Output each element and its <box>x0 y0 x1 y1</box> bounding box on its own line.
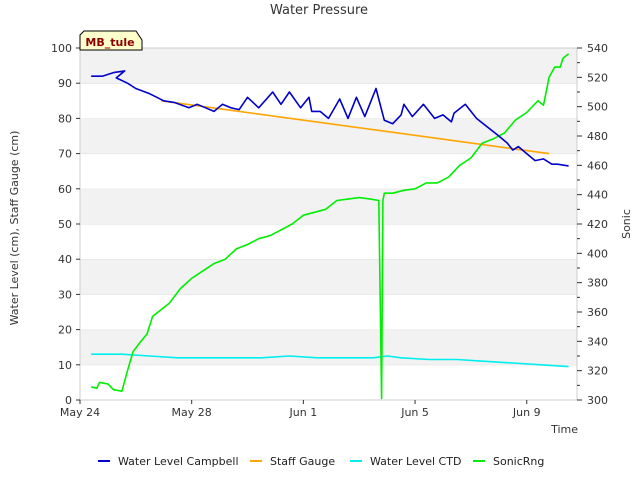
series-layer <box>90 53 570 400</box>
grid-band <box>80 364 577 400</box>
series-line-sonicrng <box>90 53 570 400</box>
grid-band <box>80 83 577 119</box>
left-tick-label: 50 <box>58 218 72 231</box>
left-tick-label: 80 <box>58 112 72 125</box>
right-tick-label: 480 <box>587 130 608 143</box>
left-tick-label: 100 <box>51 42 72 55</box>
grid-bands <box>80 47 577 400</box>
x-axis-label: Time <box>550 423 578 436</box>
legend-label: SonicRng <box>493 455 544 468</box>
left-tick-label: 60 <box>58 183 72 196</box>
right-tick-label: 380 <box>587 277 608 290</box>
x-tick-label: May 24 <box>60 406 100 419</box>
right-tick-label: 540 <box>587 42 608 55</box>
site-label-background <box>79 30 143 51</box>
grid-band <box>80 153 577 189</box>
right-axis: 300 320 340 360 380 400 420 440 460 480 500 520 540 <box>577 42 608 407</box>
right-tick-label: 340 <box>587 335 608 348</box>
legend-label: Water Level CTD <box>370 455 461 468</box>
left-tick-label: 10 <box>58 359 72 372</box>
right-tick-label: 320 <box>587 365 608 378</box>
right-tick-label: 440 <box>587 189 608 202</box>
right-tick-label: 300 <box>587 394 608 407</box>
left-axis: 0 10 20 30 40 50 60 70 80 90 100 <box>51 42 80 407</box>
left-tick-label: 30 <box>58 288 72 301</box>
grid-band <box>80 294 577 330</box>
right-tick-label: 520 <box>587 71 608 84</box>
left-tick-label: 20 <box>58 324 72 337</box>
right-tick-label: 400 <box>587 247 608 260</box>
y-axis-right-label: Sonic <box>620 209 633 239</box>
x-tick-label: Jun 1 <box>289 406 318 419</box>
site-label-box: MB_tule <box>79 30 143 51</box>
left-tick-label: 70 <box>58 148 72 161</box>
site-label: MB_tule <box>85 36 134 49</box>
grid-band <box>80 259 577 295</box>
x-tick-label: May 28 <box>172 406 212 419</box>
legend-label: Staff Gauge <box>270 455 335 468</box>
chart-title: Water Pressure <box>270 3 368 18</box>
legend: Water Level Campbell Staff Gauge Water Lev… <box>98 455 544 468</box>
x-tick-label: Jun 5 <box>400 406 429 419</box>
right-tick-label: 360 <box>587 306 608 319</box>
grid-band <box>80 329 577 365</box>
legend-label: Water Level Campbell <box>118 455 239 468</box>
left-tick-label: 40 <box>58 253 72 266</box>
right-tick-label: 420 <box>587 218 608 231</box>
left-tick-label: 90 <box>58 77 72 90</box>
series-line-staff-gauge <box>160 100 550 155</box>
right-tick-label: 460 <box>587 159 608 172</box>
series-line-water-level-ctd <box>91 353 569 368</box>
x-axis: May 24 May 28 Jun 1 Jun 5 Jun 9 <box>60 400 541 419</box>
left-tick-label: 0 <box>65 394 72 407</box>
series-line-water-level-campbell <box>91 70 569 167</box>
y-axis-left-label: Water Level (cm), Staff Gauge (cm) <box>8 131 21 326</box>
x-tick-label: Jun 9 <box>512 406 541 419</box>
right-tick-label: 500 <box>587 101 608 114</box>
grid-band <box>80 48 577 84</box>
grid-band <box>80 224 577 260</box>
